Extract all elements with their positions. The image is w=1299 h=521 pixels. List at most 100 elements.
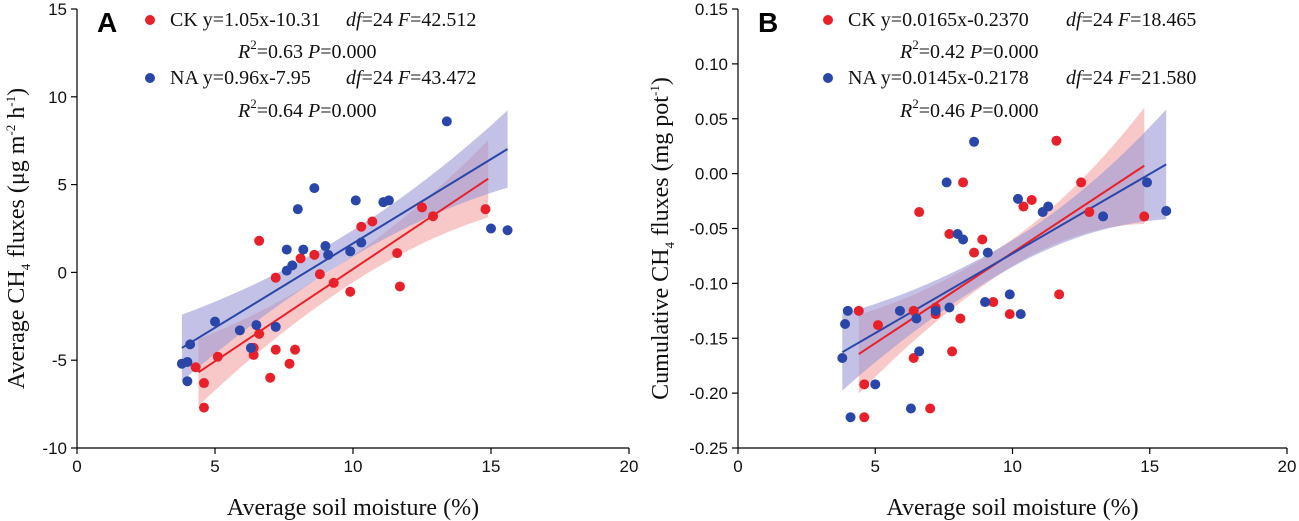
data-point-ck <box>853 305 864 316</box>
legend-p-value: =0.000 <box>320 100 376 122</box>
x-tick-label: 10 <box>1003 457 1022 476</box>
panel-letter: B <box>758 7 778 38</box>
y-axis-title: Cumulative CH4 fluxes (mg pot-1) <box>647 77 677 400</box>
data-point-na <box>1004 289 1015 300</box>
legend-r2-value: =0.46 <box>919 100 965 122</box>
legend-marker-na <box>823 73 833 83</box>
data-point-na <box>1142 177 1153 188</box>
data-point-ck <box>977 234 988 245</box>
data-point-na <box>502 225 513 236</box>
data-point-ck <box>1084 207 1095 218</box>
y-tick-label: -0.25 <box>689 439 728 458</box>
x-tick-label: 10 <box>344 457 363 476</box>
y-tick-label: -10 <box>42 439 67 458</box>
data-point-ck <box>969 247 980 258</box>
legend-df-label: df <box>1066 9 1084 31</box>
legend-marker-na <box>145 73 155 83</box>
data-point-na <box>281 244 292 255</box>
data-point-ck <box>1139 211 1150 222</box>
legend-r2-line: R2=0.64 P=0.000 <box>237 96 377 122</box>
data-point-na <box>486 223 496 234</box>
y-title-subscript: 4 <box>662 242 677 249</box>
data-point-ck <box>958 177 969 188</box>
data-point-ck <box>1004 309 1015 320</box>
y-axis-title: Average CH4 fluxes (μg m-2 h-1) <box>3 88 33 389</box>
legend-f-value: =42.512 <box>410 9 476 31</box>
legend-r2-label: R <box>899 100 912 122</box>
data-point-na <box>182 376 193 387</box>
legend-r2-line: R2=0.46 P=0.000 <box>899 96 1039 122</box>
y-tick-label: 0.00 <box>695 165 728 184</box>
data-point-na <box>245 342 256 353</box>
data-point-ck <box>908 305 919 316</box>
legend-f-value: =43.472 <box>410 67 476 89</box>
y-tick-label: 0.10 <box>695 55 728 74</box>
y-tick-label: 0.15 <box>695 0 728 19</box>
x-tick-label: 0 <box>733 457 742 476</box>
legend-name-equation: CK y=1.05x-10.31 <box>170 9 321 31</box>
y-tick-label: -0.15 <box>689 329 728 348</box>
data-point-na <box>270 321 281 332</box>
data-point-na <box>944 302 955 313</box>
data-point-na <box>870 379 881 390</box>
data-point-na <box>251 320 262 331</box>
legend-r2-label: R <box>899 41 912 63</box>
legend-p-value: =0.000 <box>982 41 1038 63</box>
data-point-ck <box>908 353 919 364</box>
y-title-part: fluxes (mg pot <box>648 96 674 242</box>
y-title-part: h <box>4 107 30 125</box>
y-tick-label: 0.05 <box>695 110 728 129</box>
legend-df-label: df <box>346 67 364 89</box>
y-tick-label: -0.20 <box>689 384 728 403</box>
legend-p-label: P <box>965 41 982 63</box>
data-point-ck <box>198 378 209 389</box>
data-point-ck <box>392 248 403 259</box>
data-point-na <box>1161 205 1172 216</box>
legend-stats-line: df=24 F=43.472 <box>346 67 476 89</box>
data-point-na <box>1015 309 1026 320</box>
data-point-na <box>320 241 331 252</box>
data-point-na <box>969 136 980 147</box>
data-point-na <box>441 116 452 127</box>
y-title-part: Average CH <box>4 270 30 389</box>
legend-name-equation: NA y=0.96x-7.95 <box>170 67 311 89</box>
data-point-ck <box>290 344 301 355</box>
y-title-superscript: -1 <box>3 96 18 107</box>
data-point-ck <box>295 253 306 264</box>
data-point-ck <box>309 249 320 260</box>
data-point-na <box>323 249 334 260</box>
y-title-subscript: 4 <box>18 263 33 270</box>
data-point-ck <box>428 211 439 222</box>
legend-df-label: df <box>346 9 364 31</box>
data-point-na <box>350 195 361 206</box>
legend-r2-value: =0.64 <box>257 100 303 122</box>
data-point-na <box>905 403 916 414</box>
x-tick-label: 15 <box>1140 457 1159 476</box>
y-title-part: ) <box>648 77 674 85</box>
y-tick-label: 0 <box>58 263 67 282</box>
legend-df-value: =24 <box>362 9 393 31</box>
x-tick-label: 15 <box>482 457 501 476</box>
data-point-na <box>182 356 193 367</box>
legend-df-value: =24 <box>362 67 393 89</box>
x-axis-title: Average soil moisture (%) <box>227 495 479 521</box>
data-point-ck <box>270 272 281 283</box>
data-point-ck <box>859 379 870 390</box>
data-point-na <box>210 316 220 327</box>
data-point-ck <box>270 344 281 355</box>
data-point-ck <box>212 351 223 362</box>
legend-f-label: F <box>1113 67 1131 89</box>
data-point-na <box>840 318 851 329</box>
legend-r2-value: =0.63 <box>257 41 303 63</box>
x-axis-title: Average soil moisture (%) <box>886 495 1138 521</box>
fit-line-ck <box>197 177 489 374</box>
data-point-na <box>980 297 991 308</box>
data-point-ck <box>190 362 201 373</box>
data-point-ck <box>254 328 265 339</box>
data-point-ck <box>944 228 955 239</box>
legend-f-label: F <box>393 67 411 89</box>
confidence-band-na <box>842 109 1167 391</box>
data-point-ck <box>480 204 491 215</box>
data-point-na <box>345 246 356 257</box>
data-point-ck <box>265 372 276 383</box>
